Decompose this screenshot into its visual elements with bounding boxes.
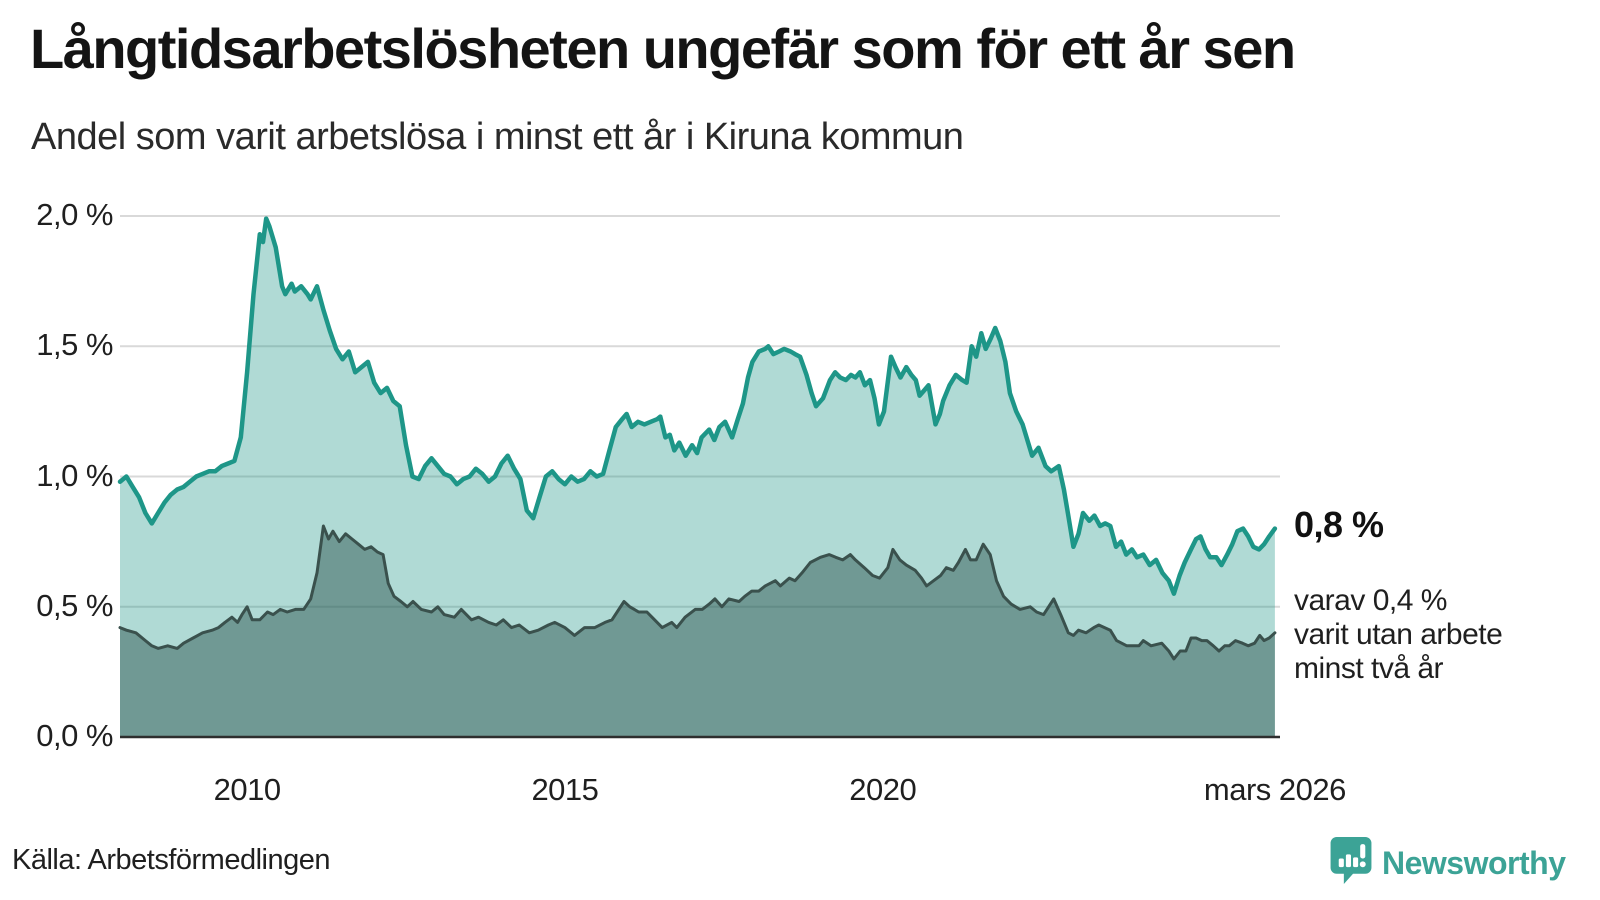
secondary-annotation-line2: varit utan arbete	[1294, 618, 1503, 651]
secondary-annotation: varav 0,4 % varit utan arbete minst två …	[1294, 584, 1503, 686]
newsworthy-brand: Newsworthy	[1330, 837, 1590, 889]
newsworthy-logo-icon	[1330, 837, 1372, 889]
y-tick-label: 0,0 %	[36, 718, 113, 753]
series-line-minst-ett-ar	[117, 216, 1278, 596]
y-tick-label: 0,5 %	[36, 587, 113, 623]
page-title: Långtidsarbetslösheten ungefär som för e…	[30, 17, 1296, 80]
secondary-annotation-line3: minst två år	[1294, 652, 1444, 685]
series-line-minst-tva-ar	[118, 524, 1277, 661]
page-subtitle: Andel som varit arbetslösa i minst ett å…	[31, 116, 964, 158]
series-area-minst-tva-ar	[120, 526, 1275, 737]
secondary-annotation-line1: varav 0,4 %	[1294, 584, 1447, 617]
y-tick-label: 2,0 %	[36, 197, 113, 232]
y-tick-label: 1,5 %	[36, 327, 113, 363]
x-tick-label: 2020	[849, 772, 917, 807]
x-tick-label: mars 2026	[1203, 772, 1346, 807]
y-tick-label: 1,0 %	[36, 457, 113, 493]
newsworthy-wordmark: Newsworthy	[1382, 844, 1566, 881]
source-note: Källa: Arbetsförmedlingen	[12, 844, 330, 876]
x-tick-label: 2015	[531, 772, 599, 807]
x-tick-label: 2010	[213, 772, 281, 807]
latest-value-annotation: 0,8 %	[1294, 504, 1384, 545]
